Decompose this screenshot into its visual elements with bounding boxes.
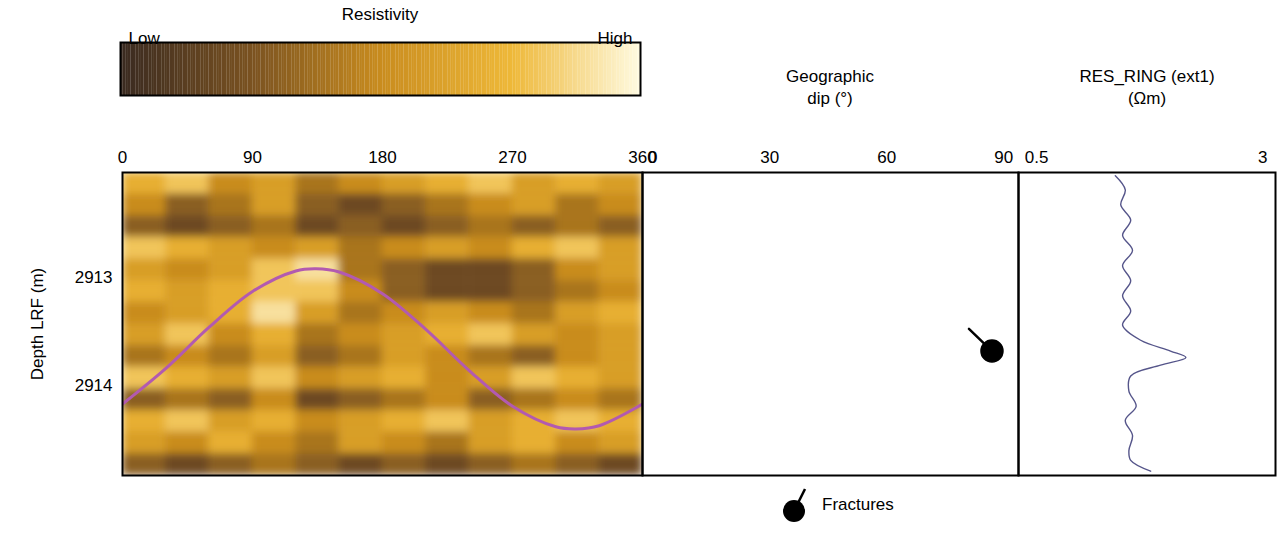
svg-text:High: High <box>598 29 633 48</box>
html-text:Geographic dip (°): Geographic dip (°) <box>786 67 874 108</box>
svg-text:0.5: 0.5 <box>1025 148 1049 167</box>
svg-text:270: 270 <box>498 148 526 167</box>
svg-text:2914: 2914 <box>75 376 113 395</box>
svg-text:60: 60 <box>877 148 896 167</box>
svg-text:90: 90 <box>243 148 262 167</box>
svg-text:360: 360 <box>628 148 656 167</box>
svg-text:0: 0 <box>648 148 657 167</box>
svg-text:Low: Low <box>129 29 161 48</box>
svg-text:Depth LRF (m): Depth LRF (m) <box>28 268 47 380</box>
html-text:Fractures: Fractures <box>822 495 894 514</box>
svg-text:3: 3 <box>1258 148 1267 167</box>
svg-text:2913: 2913 <box>75 268 113 287</box>
svg-text:0: 0 <box>118 148 127 167</box>
svg-text:180: 180 <box>368 148 396 167</box>
html-text:Resistivity: Resistivity <box>341 5 419 24</box>
html-text:RES_RING (ext1) (Ωm): RES_RING (ext1) (Ωm) <box>1079 67 1215 108</box>
svg-text:30: 30 <box>760 148 779 167</box>
svg-text:90: 90 <box>994 148 1013 167</box>
